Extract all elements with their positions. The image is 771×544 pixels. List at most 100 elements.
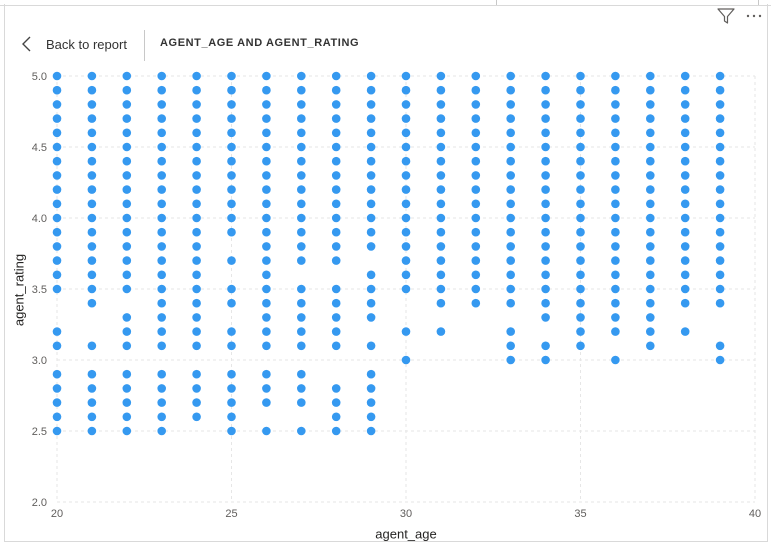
data-point	[436, 199, 446, 209]
data-point	[646, 85, 655, 95]
data-point	[52, 398, 62, 407]
data-point	[157, 398, 166, 407]
data-point	[297, 85, 306, 95]
data-point	[471, 185, 481, 194]
data-point	[680, 227, 690, 237]
data-point	[611, 298, 620, 308]
data-point	[506, 270, 515, 280]
data-point	[122, 171, 132, 180]
more-options-icon[interactable]	[744, 8, 764, 22]
data-point	[122, 284, 132, 294]
data-point	[611, 355, 620, 365]
data-point	[297, 185, 306, 194]
data-point	[122, 156, 132, 166]
data-point	[331, 185, 341, 194]
data-point	[471, 114, 481, 123]
data-point	[262, 384, 271, 393]
data-point	[227, 369, 236, 379]
data-point	[331, 156, 341, 166]
data-point	[297, 313, 306, 322]
data-point	[541, 341, 550, 351]
data-point	[506, 114, 515, 123]
data-point	[192, 242, 201, 251]
data-point	[646, 142, 655, 152]
data-point	[436, 298, 446, 308]
data-point	[576, 128, 585, 138]
data-point	[366, 284, 376, 294]
data-point	[52, 384, 62, 393]
data-point	[52, 213, 62, 223]
data-point	[331, 398, 341, 407]
data-point	[541, 171, 550, 180]
y-tick-label: 4.5	[32, 142, 47, 154]
data-point	[401, 171, 411, 180]
data-point	[541, 185, 550, 194]
data-point	[192, 412, 201, 422]
data-point	[157, 313, 166, 322]
back-to-report-button[interactable]: Back to report	[20, 33, 127, 55]
data-point	[227, 256, 236, 265]
data-point	[436, 156, 446, 166]
data-point	[436, 242, 446, 251]
data-point	[227, 412, 236, 422]
data-point	[52, 199, 62, 209]
data-point	[262, 369, 271, 379]
data-point	[541, 100, 550, 109]
data-point	[471, 242, 481, 251]
data-point	[87, 85, 97, 95]
data-point	[157, 270, 166, 280]
data-point	[576, 256, 585, 265]
data-point	[262, 114, 271, 123]
data-point	[157, 242, 166, 251]
data-point	[541, 199, 550, 209]
data-point	[52, 284, 62, 294]
data-point	[506, 242, 515, 251]
data-point	[611, 142, 620, 152]
data-point	[541, 242, 550, 251]
data-point	[87, 284, 97, 294]
data-point	[646, 227, 655, 237]
data-point	[331, 242, 341, 251]
data-point	[471, 156, 481, 166]
data-point	[297, 171, 306, 180]
data-point	[366, 114, 376, 123]
data-point	[436, 100, 446, 109]
data-point	[227, 142, 236, 152]
data-point	[680, 213, 690, 223]
data-point	[52, 185, 62, 194]
header-divider	[144, 30, 145, 61]
data-point	[52, 242, 62, 251]
data-point	[122, 313, 132, 322]
data-point	[646, 185, 655, 194]
data-point	[366, 142, 376, 152]
data-point	[541, 128, 550, 138]
data-point	[262, 242, 271, 251]
data-point	[366, 341, 376, 351]
data-point	[680, 298, 690, 308]
data-point	[227, 298, 236, 308]
data-point	[576, 71, 585, 81]
data-point	[262, 100, 271, 109]
data-point	[227, 327, 236, 336]
data-point	[157, 171, 166, 180]
data-point	[471, 100, 481, 109]
data-point	[331, 199, 341, 209]
data-point	[297, 156, 306, 166]
data-point	[436, 85, 446, 95]
data-point	[227, 114, 236, 123]
data-point	[471, 71, 481, 81]
data-point	[646, 298, 655, 308]
data-point	[646, 327, 655, 336]
filter-icon[interactable]	[716, 7, 736, 25]
data-point	[541, 270, 550, 280]
data-point	[262, 213, 271, 223]
data-point	[87, 199, 97, 209]
data-point	[192, 199, 201, 209]
data-point	[715, 142, 725, 152]
data-point	[611, 256, 620, 265]
data-point	[366, 199, 376, 209]
data-point	[192, 341, 201, 351]
data-point	[680, 185, 690, 194]
data-point	[436, 185, 446, 194]
